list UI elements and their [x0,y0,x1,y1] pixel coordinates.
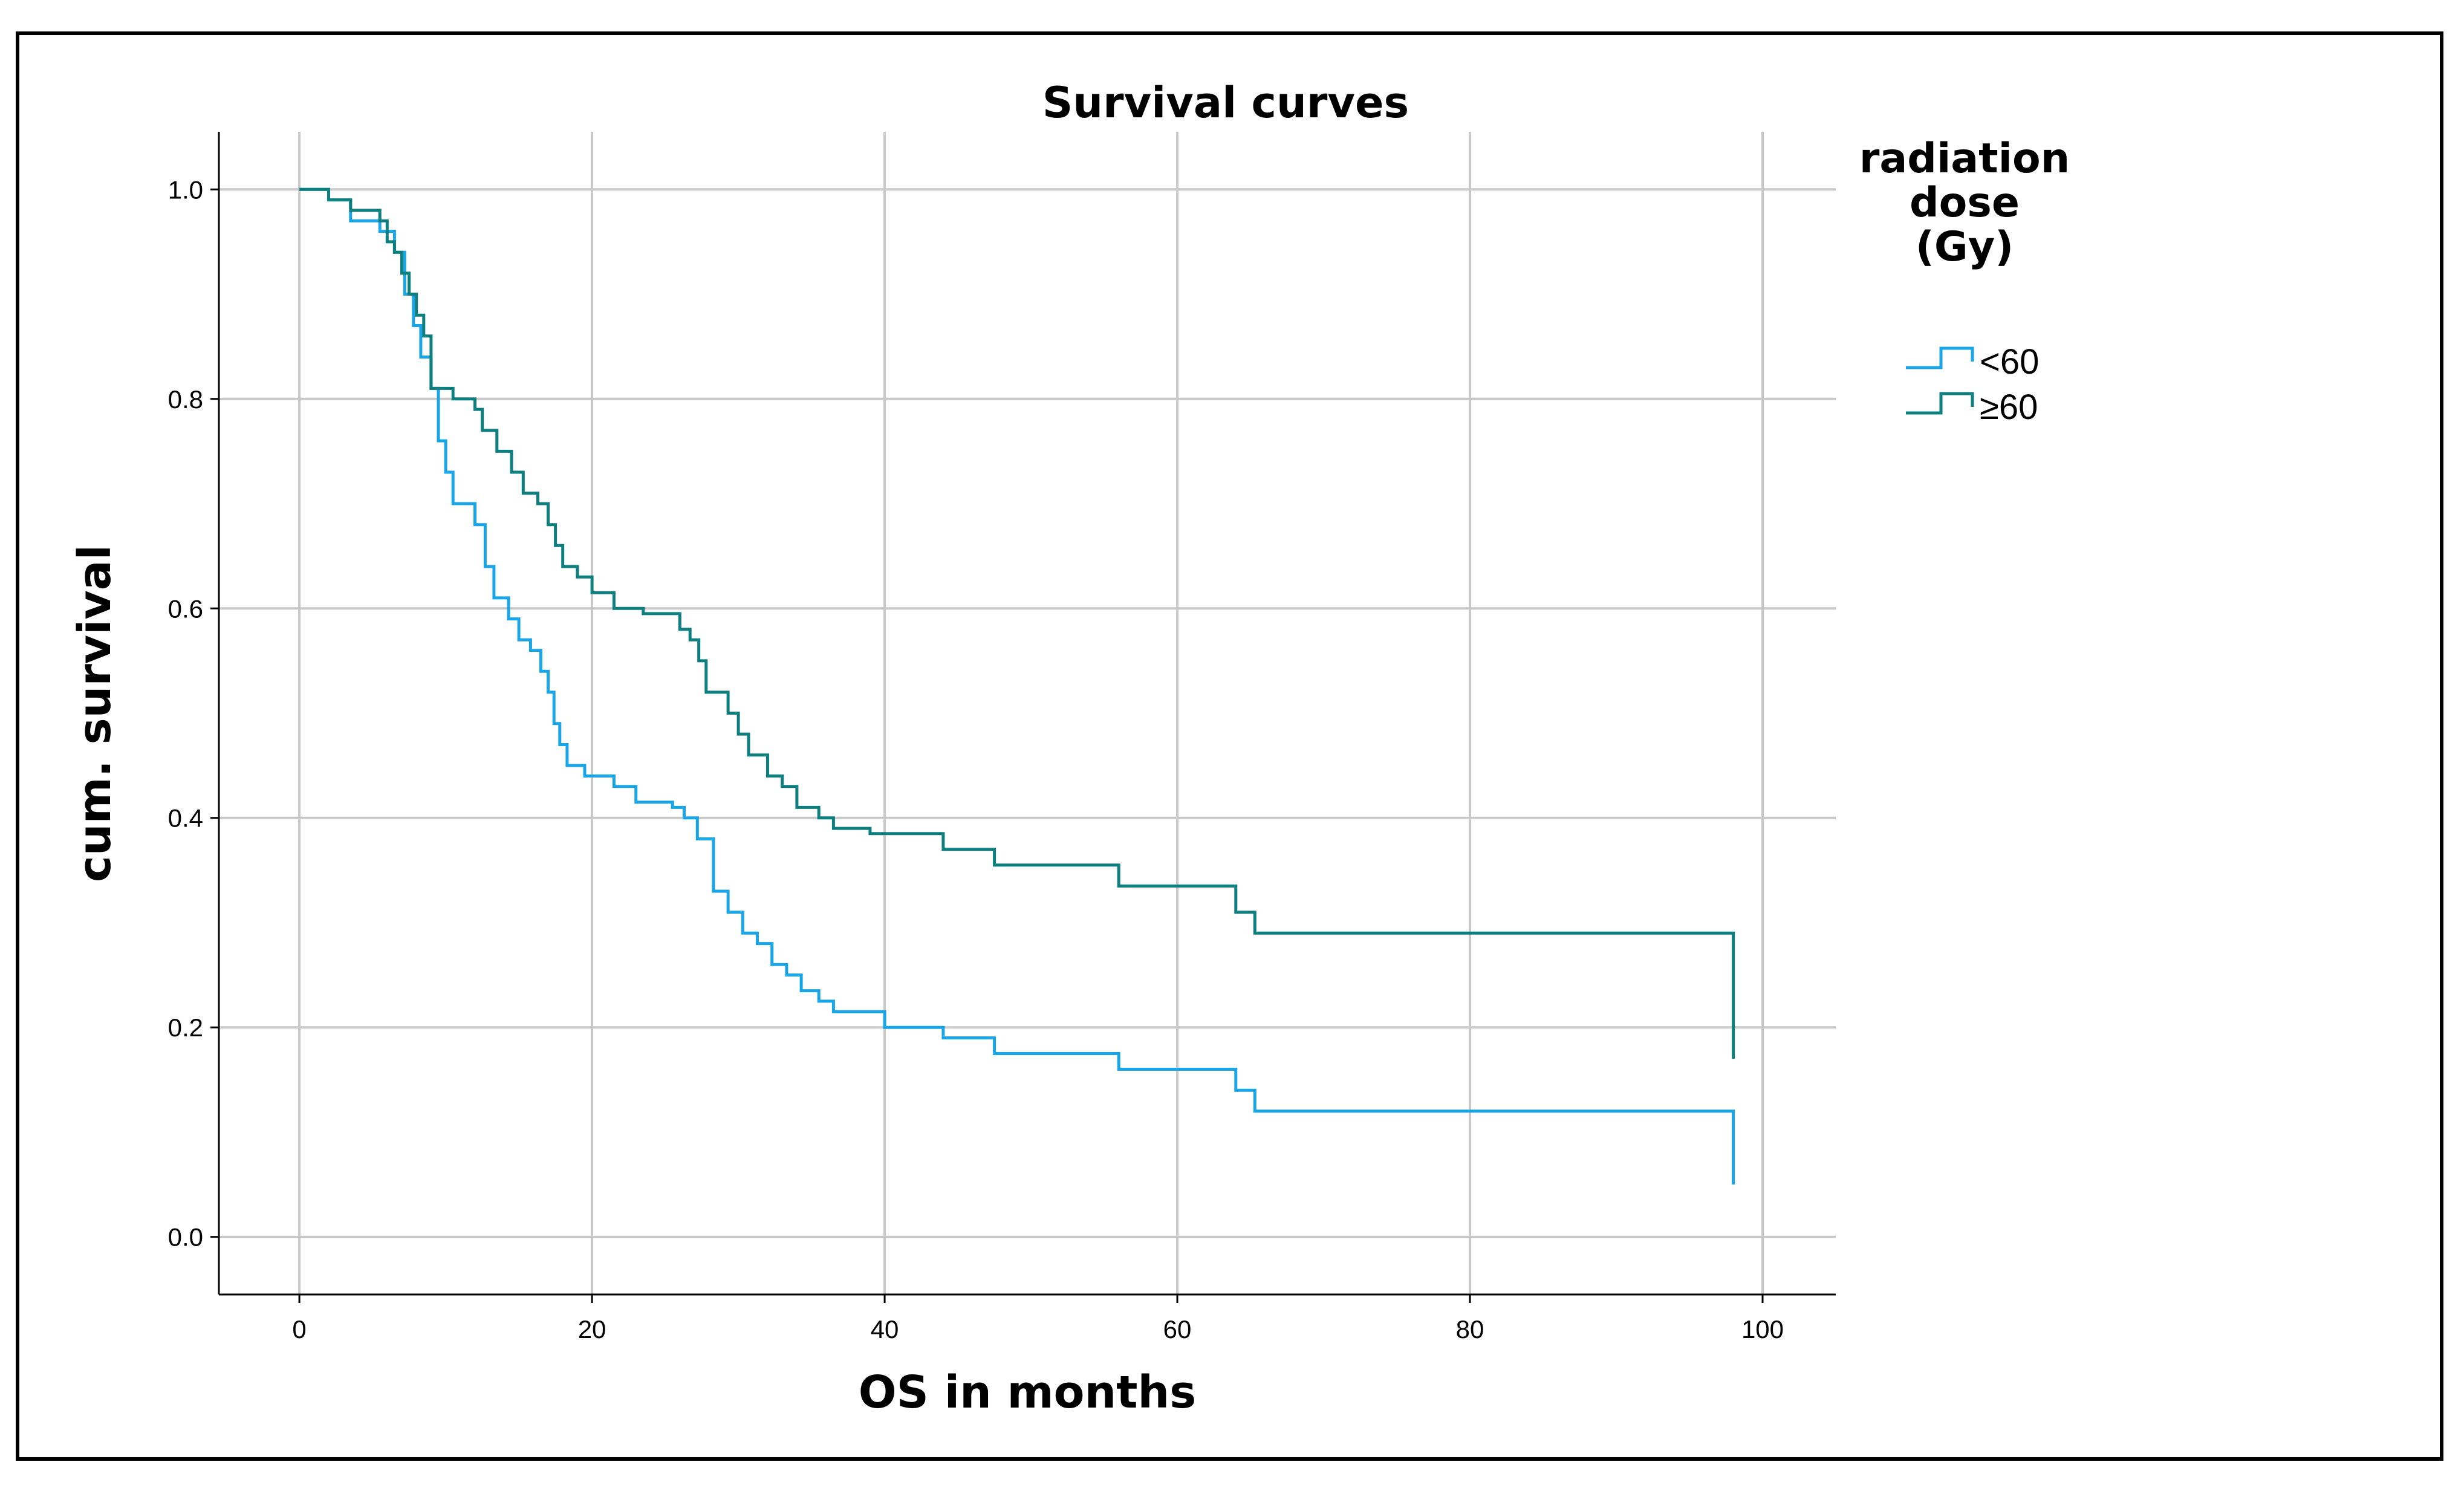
x-axis-title: OS in months [859,1366,1197,1418]
plot-area [219,132,1836,1294]
grid-lines [219,132,1836,1294]
legend-swatch-series-1 [1906,346,1974,369]
y-tick-label: 0.6 [168,594,203,623]
legend-title-line-1: radiation [1859,135,2070,183]
series-layer [299,187,1735,1185]
x-tick-label: 40 [871,1315,899,1343]
survival-curve-series-1 [299,187,1735,1185]
x-tick-label: 80 [1456,1315,1484,1343]
legend-title-line-2: dose [1910,179,2020,227]
chart-title: Survival curves [1042,78,1409,128]
x-tick-label: 20 [578,1315,606,1343]
legend-items: <60≥60 [1906,342,2039,427]
y-tick-label: 0.2 [168,1013,203,1042]
y-axis-ticks: 0.0 0.2 0.4 0.6 0.8 1.0 [168,175,219,1252]
y-axis-title: cum. survival [69,545,121,882]
y-tick-label: 0.4 [168,804,203,833]
survival-curve-series-2 [299,187,1735,1059]
x-tick-label: 100 [1741,1315,1784,1343]
figure-frame: Survival curves 0 20 40 60 80 100 0.0 0.2 0.4 0.… [16,31,2443,1461]
legend: radiation dose (Gy) <60≥60 [1859,135,2070,427]
x-axis-ticks: 0 20 40 60 80 100 [292,1294,1784,1343]
legend-label-series-1: <60 [1980,342,2039,382]
y-tick-label: 0.8 [168,385,203,414]
legend-swatch-series-2 [1906,392,1974,415]
y-tick-label: 0.0 [168,1223,203,1252]
y-tick-label: 1.0 [168,175,203,204]
legend-label-series-2: ≥60 [1980,388,2038,427]
x-tick-label: 60 [1163,1315,1192,1343]
x-tick-label: 0 [292,1315,306,1343]
legend-title-line-3: (Gy) [1916,223,2014,271]
survival-chart: Survival curves 0 20 40 60 80 100 0.00.20.40.… [69,78,2070,1418]
